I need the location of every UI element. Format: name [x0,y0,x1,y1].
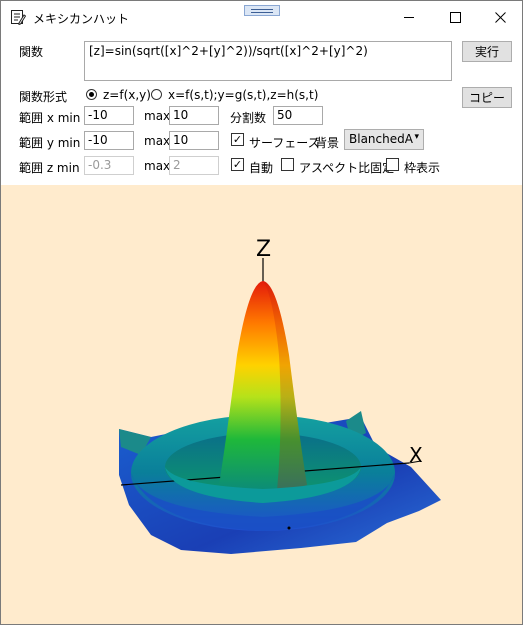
frame-checkbox[interactable] [386,158,399,171]
copy-button[interactable]: コピー [462,87,512,108]
close-button[interactable] [477,1,523,33]
surface-plot[interactable]: Z X [1,185,522,624]
background-label: 背景 [315,136,340,150]
radio-parametric-label: x=f(s,t);y=g(s,t),z=h(s,t) [168,88,319,102]
z-max-input[interactable]: 2 [169,156,219,175]
maximize-button[interactable] [432,1,478,33]
x-axis-tick [408,460,422,464]
divisions-label: 分割数 [230,111,267,125]
y-max-label: max [144,134,171,148]
y-min-input[interactable]: -10 [84,131,134,150]
surface-peak [219,281,307,492]
surface-checkbox[interactable]: ✓ [231,133,244,146]
aspect-label: アスペクト比固定 [299,161,395,175]
x-range-label: 範囲 x min [19,111,81,125]
surface-label: サーフェース [249,136,320,150]
title-bar[interactable]: メキシカンハット [1,1,522,33]
radio-zfxy[interactable] [86,89,97,100]
radio-parametric[interactable] [151,89,162,100]
close-icon [494,11,506,23]
chevron-down-icon: ▾ [414,132,419,142]
surface-ring-front [131,473,395,531]
background-select-value: BlanchedA [349,132,413,146]
plot-area[interactable]: Z X [1,185,522,624]
x-min-input[interactable]: -10 [84,106,134,125]
window-title: メキシカンハット [33,12,130,26]
run-button[interactable]: 実行 [462,41,512,62]
function-type-label: 関数形式 [19,90,68,104]
app-icon [11,10,26,25]
background-select[interactable]: BlanchedA ▾ [344,129,424,150]
function-label: 関数 [19,45,44,59]
divisions-input[interactable]: 50 [273,106,323,125]
function-input[interactable]: [z]=sin(sqrt([x]^2+[y]^2))/sqrt([x]^2+[y… [84,41,452,81]
minimize-icon [404,16,414,18]
z-range-label: 範囲 z min [19,161,80,175]
surface-corner-left [119,429,151,455]
radio-zfxy-label: z=f(x,y) [103,88,151,102]
y-range-label: 範囲 y min [19,136,81,150]
z-min-input[interactable]: -0.3 [84,156,134,175]
x-max-input[interactable]: 10 [169,106,219,125]
z-max-label: max [144,159,171,173]
auto-label: 自動 [249,161,274,175]
aspect-checkbox[interactable] [281,158,294,171]
frame-label: 枠表示 [404,161,441,175]
surface-peak-shade [263,281,307,491]
maximize-icon [449,11,461,23]
x-axis-label: X [409,443,423,467]
x-max-label: max [144,109,171,123]
surface-ring-rim [165,467,361,503]
z-axis-label: Z [256,237,271,262]
auto-checkbox[interactable]: ✓ [231,158,244,171]
drag-grip-icon[interactable] [244,5,280,16]
minimize-button[interactable] [386,1,432,33]
y-max-input[interactable]: 10 [169,131,219,150]
origin-dot [287,526,291,530]
